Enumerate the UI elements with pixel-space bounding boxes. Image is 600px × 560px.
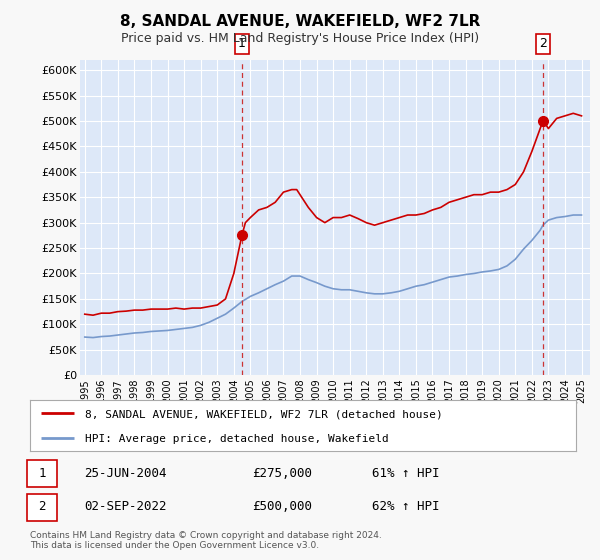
Text: £275,000: £275,000 [252, 466, 312, 480]
Text: 8, SANDAL AVENUE, WAKEFIELD, WF2 7LR: 8, SANDAL AVENUE, WAKEFIELD, WF2 7LR [120, 14, 480, 29]
Text: 25-JUN-2004: 25-JUN-2004 [84, 466, 167, 480]
Text: £500,000: £500,000 [252, 500, 312, 514]
Text: 62% ↑ HPI: 62% ↑ HPI [372, 500, 439, 514]
Text: 02-SEP-2022: 02-SEP-2022 [84, 500, 167, 514]
Text: Price paid vs. HM Land Registry's House Price Index (HPI): Price paid vs. HM Land Registry's House … [121, 32, 479, 45]
Text: HPI: Average price, detached house, Wakefield: HPI: Average price, detached house, Wake… [85, 434, 388, 444]
Text: 61% ↑ HPI: 61% ↑ HPI [372, 466, 439, 480]
Text: 1: 1 [238, 38, 246, 50]
Text: 1: 1 [38, 466, 46, 480]
Text: 2: 2 [38, 500, 46, 514]
Text: 8, SANDAL AVENUE, WAKEFIELD, WF2 7LR (detached house): 8, SANDAL AVENUE, WAKEFIELD, WF2 7LR (de… [85, 409, 442, 419]
Text: Contains HM Land Registry data © Crown copyright and database right 2024.
This d: Contains HM Land Registry data © Crown c… [30, 531, 382, 550]
Text: 2: 2 [539, 38, 547, 50]
